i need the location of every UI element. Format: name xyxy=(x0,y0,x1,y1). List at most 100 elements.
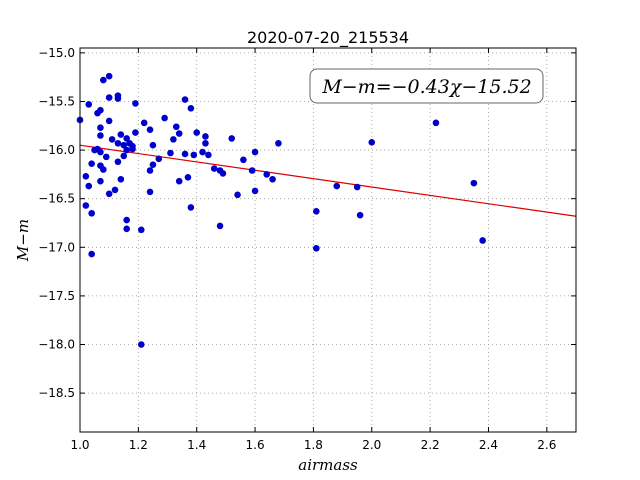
data-point xyxy=(251,148,259,156)
data-point xyxy=(105,190,113,198)
y-axis-label: M−m xyxy=(14,219,32,262)
data-point xyxy=(184,173,192,181)
equation-box xyxy=(309,68,544,104)
data-point xyxy=(333,182,341,190)
data-point xyxy=(470,179,478,187)
data-point xyxy=(172,123,180,131)
data-point xyxy=(210,165,218,172)
data-point xyxy=(97,148,104,156)
data-point xyxy=(146,188,154,196)
y-tick-label: −16.5 xyxy=(38,192,75,206)
data-point xyxy=(120,152,128,160)
x-tick-label: 1.4 xyxy=(187,438,206,452)
data-point xyxy=(132,100,139,107)
data-point xyxy=(97,177,104,185)
data-point xyxy=(187,204,195,211)
data-point xyxy=(240,156,247,164)
data-point xyxy=(155,155,163,163)
data-point xyxy=(175,130,183,137)
data-point xyxy=(228,135,236,142)
x-tick-label: 2.2 xyxy=(421,438,440,452)
data-point xyxy=(202,133,209,140)
x-tick-label: 2.4 xyxy=(479,438,498,452)
data-point xyxy=(313,208,320,215)
data-point xyxy=(234,191,241,199)
data-point xyxy=(105,94,113,101)
data-point xyxy=(97,106,104,114)
data-point xyxy=(149,161,157,168)
data-point xyxy=(202,139,209,147)
data-point xyxy=(146,126,154,133)
data-point xyxy=(149,141,157,149)
data-point xyxy=(88,160,95,167)
x-tick-label: 1.6 xyxy=(246,438,265,452)
y-tick-label: −17.5 xyxy=(38,289,75,303)
data-point xyxy=(269,175,276,183)
y-tick-label: −18.0 xyxy=(38,338,75,352)
data-point xyxy=(479,237,486,244)
data-point xyxy=(313,244,320,252)
data-point xyxy=(120,141,128,149)
data-point xyxy=(137,226,145,234)
data-point xyxy=(100,76,107,84)
data-point xyxy=(140,119,148,127)
data-point xyxy=(82,173,90,180)
data-points xyxy=(76,72,486,348)
data-point xyxy=(108,136,116,143)
data-point xyxy=(105,117,113,125)
data-point xyxy=(132,129,139,136)
data-point xyxy=(248,167,256,174)
x-tick-label: 2.6 xyxy=(537,438,556,452)
data-point xyxy=(129,142,136,150)
fit-line xyxy=(79,144,577,217)
data-point xyxy=(170,136,177,143)
fit-line-group xyxy=(79,144,577,217)
data-point xyxy=(123,216,130,224)
axis-ticks: 1.0 1.2 1.4 1.6 1.8 2.0 2.2 2.4 2.6 −15.0 −15.5 −16… xyxy=(38,46,576,452)
data-point xyxy=(181,150,189,158)
data-point xyxy=(97,132,104,139)
data-point xyxy=(219,170,227,177)
data-point xyxy=(114,95,122,102)
data-point xyxy=(216,222,224,230)
data-point xyxy=(117,131,125,138)
x-tick-label: 1.8 xyxy=(304,438,323,452)
data-point xyxy=(111,186,119,194)
data-point xyxy=(275,139,282,147)
y-tick-label: −16.0 xyxy=(38,143,75,157)
data-point xyxy=(117,175,125,183)
y-tick-label: −15.5 xyxy=(38,94,75,108)
data-point xyxy=(114,139,122,147)
data-point xyxy=(97,124,104,132)
data-point xyxy=(356,211,364,219)
data-point xyxy=(187,104,195,112)
data-point xyxy=(114,158,122,166)
data-point xyxy=(161,114,168,122)
data-point xyxy=(181,96,189,103)
data-point xyxy=(175,177,183,185)
data-point xyxy=(82,202,90,209)
data-point xyxy=(353,183,361,191)
data-point xyxy=(123,146,130,154)
data-point xyxy=(137,341,145,348)
data-point xyxy=(205,151,212,159)
data-point xyxy=(85,182,93,190)
fit-equation: M−m=−0.43χ−15.52 xyxy=(321,76,531,98)
y-tick-label: −15.0 xyxy=(38,46,75,60)
data-point xyxy=(123,225,130,233)
data-point xyxy=(88,250,95,258)
data-point xyxy=(105,72,113,80)
data-point xyxy=(123,135,130,142)
y-tick-label: −18.5 xyxy=(38,386,75,400)
x-tick-label: 1.2 xyxy=(129,438,148,452)
chart-title: 2020-07-20_215534 xyxy=(247,28,409,48)
data-point xyxy=(251,187,259,195)
data-point xyxy=(263,171,271,178)
data-point xyxy=(199,148,206,156)
data-point xyxy=(88,209,95,217)
data-point xyxy=(85,101,93,108)
data-point xyxy=(167,149,174,157)
plot-frame xyxy=(79,47,577,433)
data-point xyxy=(190,151,198,159)
